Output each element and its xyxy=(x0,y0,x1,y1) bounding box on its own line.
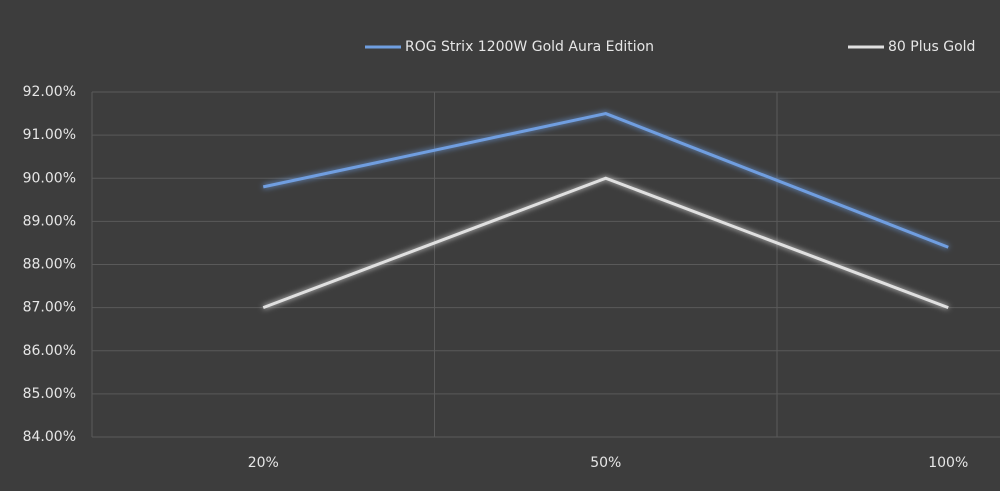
y-tick-label: 85.00% xyxy=(23,386,76,402)
legend-label: 80 Plus Gold xyxy=(888,39,975,55)
x-tick-label: 20% xyxy=(248,455,279,471)
series-line xyxy=(262,176,949,310)
y-tick-label: 92.00% xyxy=(23,84,76,100)
series-line xyxy=(262,112,949,249)
y-tick-label: 89.00% xyxy=(23,213,76,229)
y-tick-label: 87.00% xyxy=(23,300,76,316)
x-tick-label: 100% xyxy=(928,455,968,471)
legend-label: ROG Strix 1200W Gold Aura Edition xyxy=(405,39,654,55)
x-tick-label: 50% xyxy=(590,455,621,471)
y-tick-label: 91.00% xyxy=(23,127,76,143)
y-tick-label: 86.00% xyxy=(23,343,76,359)
y-tick-label: 88.00% xyxy=(23,257,76,273)
y-tick-label: 84.00% xyxy=(23,429,76,445)
y-tick-label: 90.00% xyxy=(23,170,76,186)
